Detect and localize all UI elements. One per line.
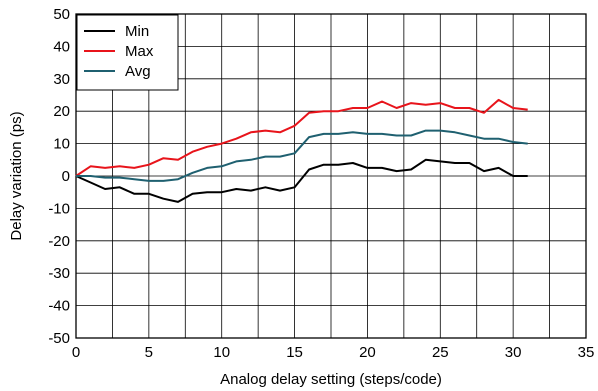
series-line-avg bbox=[76, 129, 528, 182]
y-tick-label: -50 bbox=[48, 330, 70, 347]
legend-box bbox=[76, 14, 179, 91]
y-tick-label: 40 bbox=[53, 38, 70, 55]
y-tick-label: 0 bbox=[62, 168, 70, 185]
y-tick-label: 20 bbox=[53, 103, 70, 120]
x-axis-title: Analog delay setting (steps/code) bbox=[220, 371, 442, 388]
x-tick-label: 35 bbox=[578, 344, 595, 361]
legend-label-max: Max bbox=[125, 43, 154, 60]
y-tick-label: 10 bbox=[53, 136, 70, 153]
y-tick-label: -30 bbox=[48, 265, 70, 282]
y-axis-tick-labels: 50 40 30 20 10 0 -10 -20 -30 -40 -50 bbox=[48, 6, 70, 347]
x-tick-label: 20 bbox=[359, 344, 376, 361]
y-tick-label: -10 bbox=[48, 200, 70, 217]
series-line-max bbox=[75, 98, 528, 177]
x-axis-tick-labels: 0 5 10 15 20 25 30 35 bbox=[72, 344, 595, 361]
x-tick-label: 5 bbox=[145, 344, 153, 361]
x-tick-label: 15 bbox=[286, 344, 303, 361]
y-axis-title: Delay variation (ps) bbox=[8, 111, 25, 240]
series-layer bbox=[75, 98, 528, 203]
y-tick-label: 30 bbox=[53, 71, 70, 88]
x-tick-label: 30 bbox=[505, 344, 522, 361]
grid-lines bbox=[76, 14, 586, 338]
series-line-min bbox=[75, 158, 528, 203]
legend-label-min: Min bbox=[125, 23, 149, 40]
x-tick-label: 25 bbox=[432, 344, 449, 361]
y-tick-label: -20 bbox=[48, 233, 70, 250]
legend: Min Max Avg bbox=[76, 14, 179, 91]
x-tick-label: 10 bbox=[213, 344, 230, 361]
y-tick-label: 50 bbox=[53, 6, 70, 23]
legend-label-avg: Avg bbox=[125, 63, 151, 80]
y-tick-label: -40 bbox=[48, 298, 70, 315]
x-tick-label: 0 bbox=[72, 344, 80, 361]
